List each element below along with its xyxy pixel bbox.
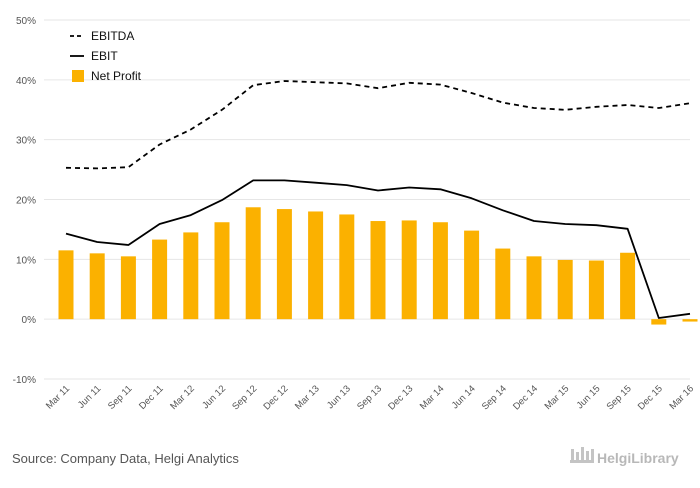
net-profit-bar <box>401 220 417 320</box>
net-profit-bar <box>682 319 698 322</box>
x-tick-label: Mar 13 <box>293 383 322 412</box>
net-profit-bar <box>276 209 292 320</box>
x-tick-label: Sep 15 <box>605 383 634 412</box>
y-tick-label: 40% <box>16 76 36 87</box>
net-profit-bar <box>58 250 74 320</box>
ebitda-line <box>65 80 691 170</box>
net-profit-bar <box>370 221 386 320</box>
net-profit-bar <box>183 232 199 320</box>
x-tick-label: Sep 13 <box>355 383 384 412</box>
x-tick-label: Jun 14 <box>450 383 478 411</box>
net-profit-bar <box>214 222 230 320</box>
library-icon <box>570 447 594 463</box>
legend-swatch-net-profit <box>72 70 84 82</box>
net-profit-bar <box>588 260 604 320</box>
x-tick-label: Sep 12 <box>230 383 259 412</box>
y-tick-label: 30% <box>16 136 36 147</box>
x-tick-label: Mar 11 <box>44 383 72 411</box>
line-series <box>65 80 691 319</box>
gridlines <box>44 19 690 380</box>
x-tick-label: Dec 11 <box>137 383 166 412</box>
x-tick-label: Mar 12 <box>168 383 197 412</box>
legend-label-ebitda: EBITDA <box>91 29 134 43</box>
brand-logo: HelgiLibrary <box>570 447 679 466</box>
y-tick-label: 50% <box>16 16 36 27</box>
net-profit-bar <box>464 230 480 320</box>
x-axis-labels: Mar 11 Jun 11 Sep 11 Dec 11 Mar 12 Jun 12 Sep … <box>44 383 696 412</box>
net-profit-bar <box>651 319 667 325</box>
x-tick-label: Dec 13 <box>386 383 415 412</box>
y-tick-label: 10% <box>16 255 36 266</box>
x-tick-label: Mar 14 <box>418 383 447 412</box>
y-tick-label: 0% <box>22 315 37 326</box>
legend: EBITDA EBIT Net Profit <box>70 29 142 83</box>
y-tick-label: 20% <box>16 196 36 207</box>
x-tick-label: Dec 14 <box>511 383 540 412</box>
x-tick-label: Sep 14 <box>480 383 509 412</box>
legend-label-net-profit: Net Profit <box>91 69 142 83</box>
y-axis-labels: -10% 0% 10% 20% 30% 40% 50% <box>13 16 36 386</box>
ebit-line <box>65 179 691 319</box>
x-tick-label: Jun 15 <box>575 383 603 411</box>
x-tick-label: Jun 11 <box>76 383 103 410</box>
net-profit-bar <box>620 252 636 320</box>
brand-name: HelgiLibrary <box>597 450 679 466</box>
x-tick-label: Jun 12 <box>200 383 228 411</box>
source-note: Source: Company Data, Helgi Analytics <box>12 451 239 466</box>
x-tick-label: Dec 12 <box>261 383 290 412</box>
x-tick-label: Mar 15 <box>543 383 572 412</box>
x-tick-label: Mar 16 <box>667 383 696 412</box>
net-profit-bar <box>308 211 324 320</box>
net-profit-bar <box>245 207 261 320</box>
net-profit-bar <box>495 248 511 320</box>
net-profit-bars <box>58 207 698 325</box>
x-tick-label: Dec 15 <box>636 383 665 412</box>
y-tick-label: -10% <box>13 375 36 386</box>
legend-label-ebit: EBIT <box>91 49 118 63</box>
net-profit-bar <box>89 253 105 320</box>
net-profit-bar <box>432 222 448 320</box>
net-profit-bar <box>339 214 355 320</box>
net-profit-bar <box>152 239 168 320</box>
x-tick-label: Jun 13 <box>325 383 353 411</box>
net-profit-bar <box>557 259 573 320</box>
x-tick-label: Sep 11 <box>106 383 135 412</box>
net-profit-bar <box>526 256 542 320</box>
net-profit-bar <box>120 256 136 320</box>
